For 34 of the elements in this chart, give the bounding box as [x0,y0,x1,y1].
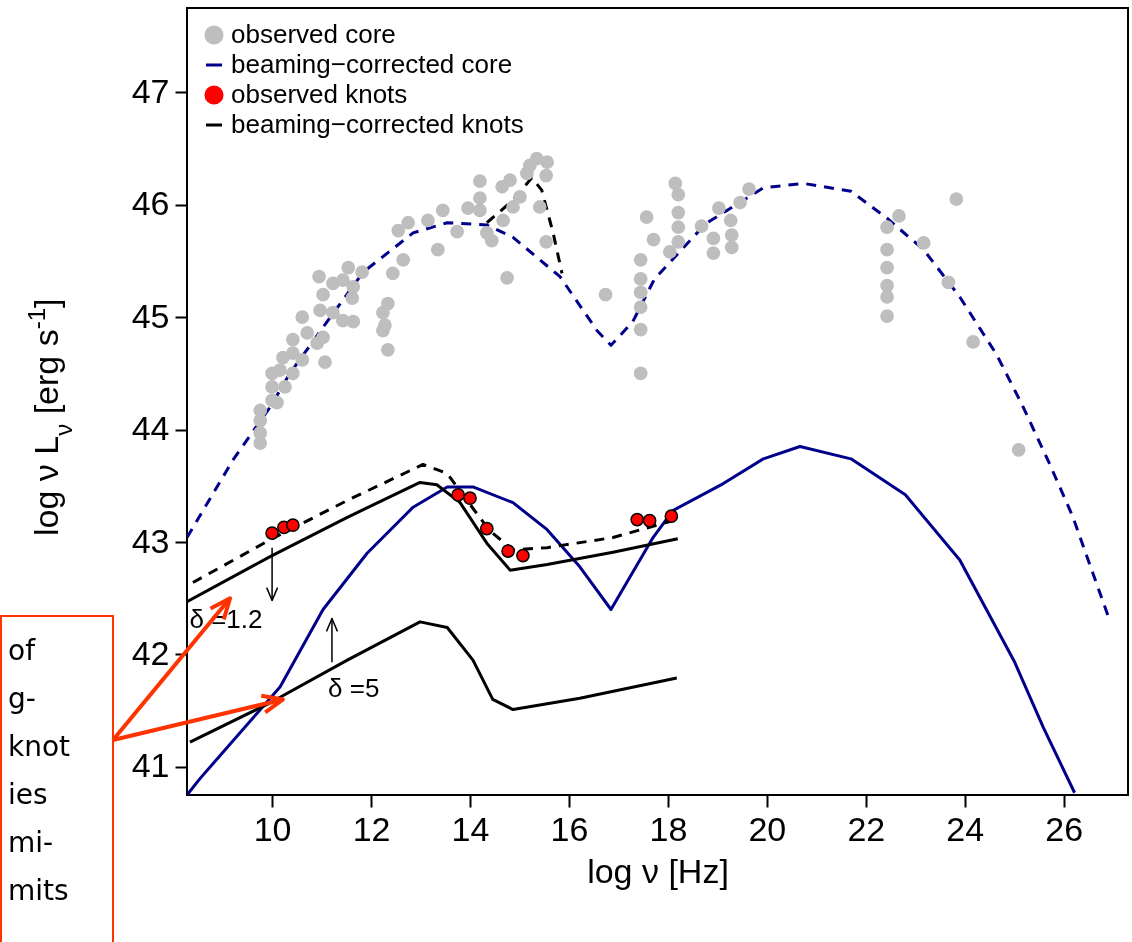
y-tick-label: 46 [131,184,170,223]
point [630,512,645,527]
annotation: δ =5 [328,673,380,704]
x-tick-label: 26 [1045,809,1084,848]
x-tick-label: 16 [550,809,589,848]
x-tick-label: 18 [649,809,688,848]
x-tick-label: 10 [253,809,292,848]
y-tick-label: 41 [131,746,170,785]
point [451,487,465,502]
legend-label: observed core [231,19,396,49]
x-tick-label: 12 [352,809,391,848]
text: of g- knot ies mi- mits [8,634,71,907]
x-tick-label: 14 [451,809,490,848]
line-series [187,444,1077,795]
point [642,513,657,528]
point [664,509,679,524]
y-tick-label: 42 [131,633,170,672]
y-tick-label: 44 [131,409,170,448]
point [286,518,300,533]
x-tick-label: 24 [946,809,985,848]
legend-label: beaming−corrected knots [231,109,524,139]
y-tick-label: 43 [131,521,170,560]
legend-label: observed knots [231,79,408,109]
y-tick-label: 45 [131,296,170,335]
x-tick-label: 20 [748,809,787,848]
point [265,526,279,540]
point [501,544,515,558]
point [479,521,494,536]
point [516,548,530,563]
x-tick-label: 22 [847,809,886,848]
legend-label: beaming−corrected core [231,49,513,79]
y-tick-label: 47 [131,71,170,110]
point [463,491,477,506]
x-axis-title: log ν [Hz] [587,851,729,890]
